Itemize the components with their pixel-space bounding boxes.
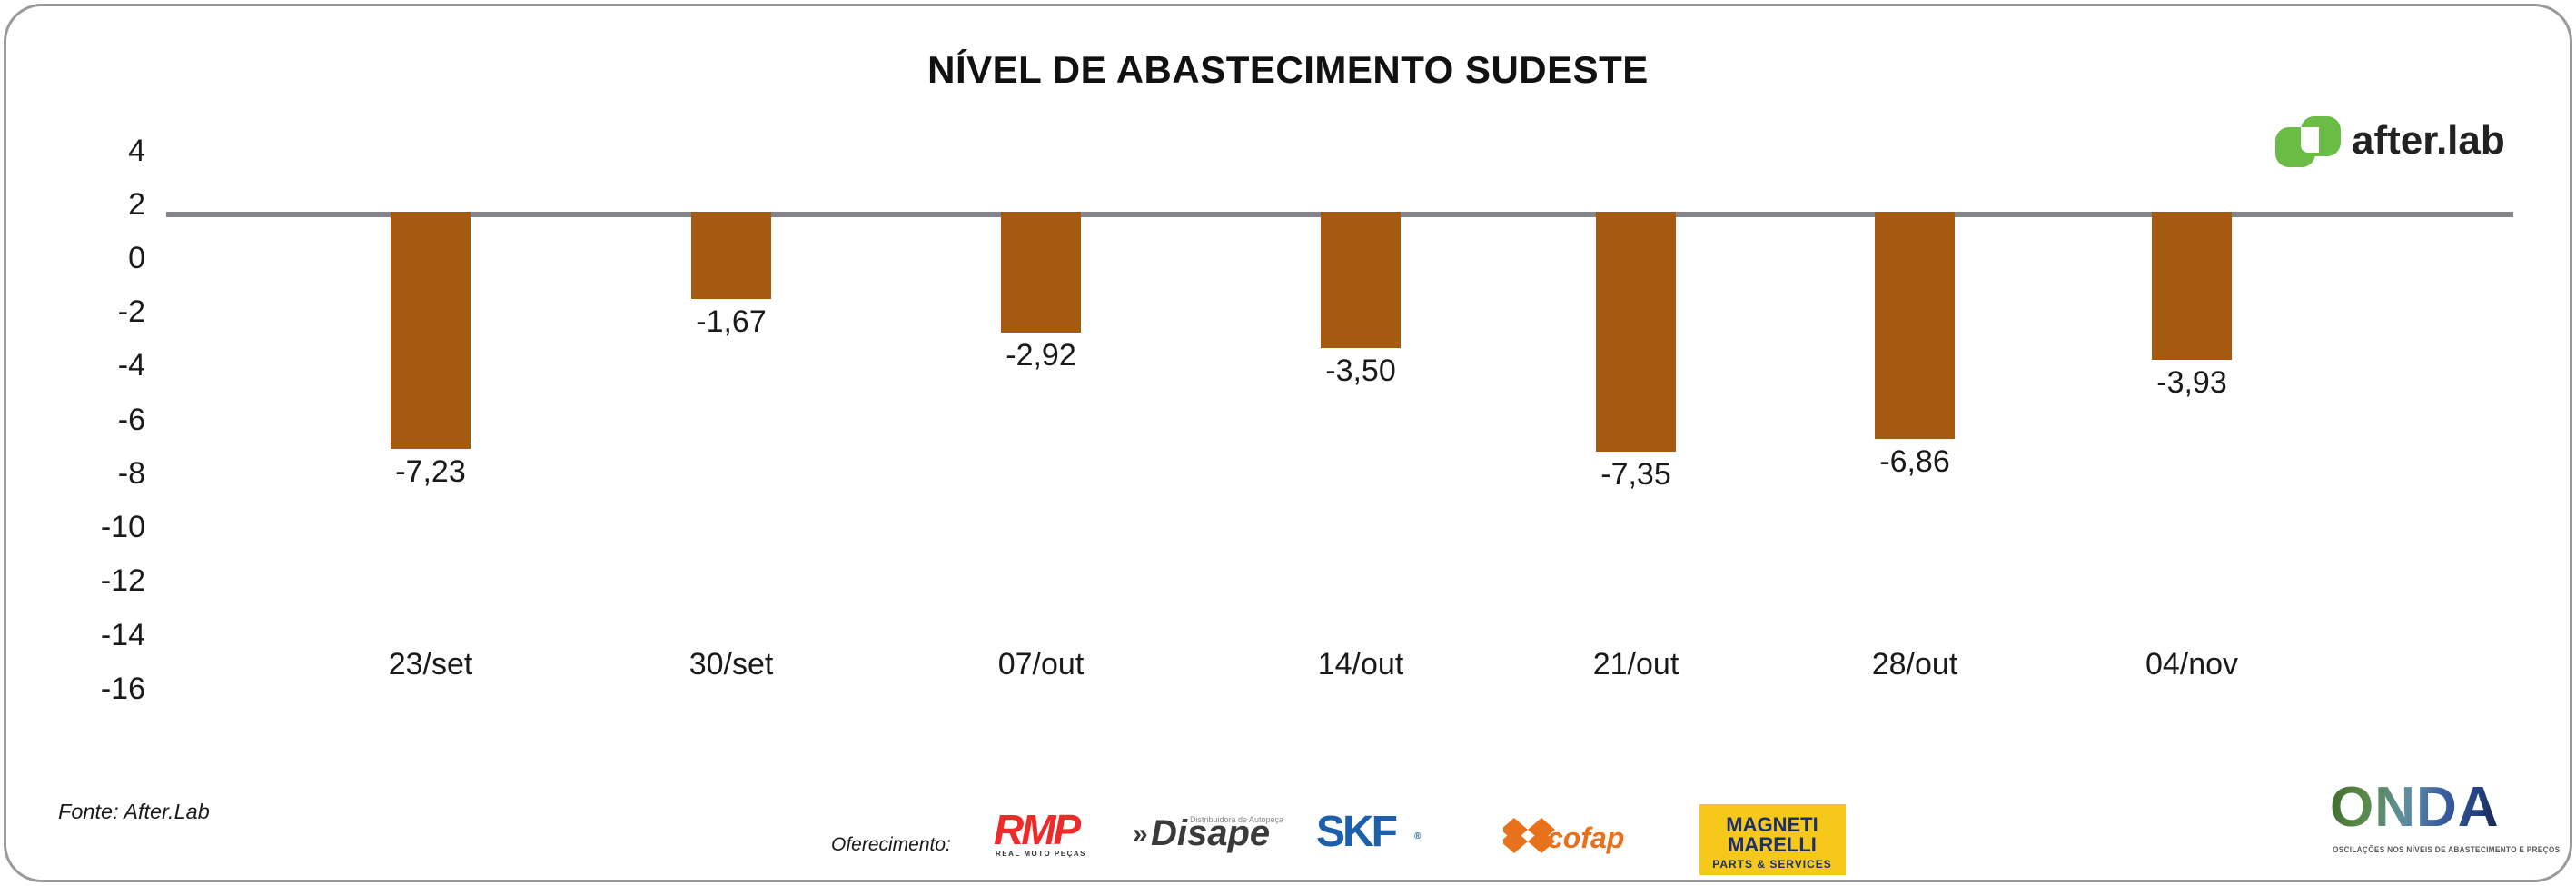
svg-text:Distribuidora de Autopeças: Distribuidora de Autopeças: [1190, 815, 1283, 824]
svg-text:®: ®: [1414, 831, 1422, 841]
svg-text:PARTS & SERVICES: PARTS & SERVICES: [1712, 858, 1832, 871]
svg-text:REAL MOTO PEÇAS: REAL MOTO PEÇAS: [996, 850, 1086, 858]
svg-text:SKF: SKF: [1316, 811, 1397, 853]
svg-text:RMP: RMP: [994, 808, 1082, 853]
svg-text:MARELLI: MARELLI: [1728, 833, 1817, 856]
svg-text:»: »: [1133, 819, 1148, 849]
svg-text:cofap: cofap: [1547, 821, 1624, 854]
